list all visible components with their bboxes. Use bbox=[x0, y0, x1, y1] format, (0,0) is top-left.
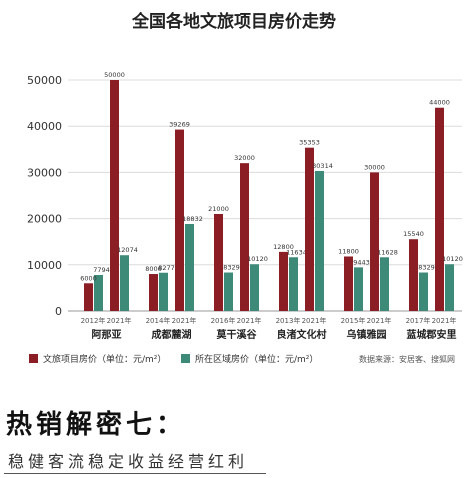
group-label: 乌镇雅园 bbox=[347, 328, 387, 341]
group-label: 阿那亚 bbox=[92, 329, 122, 341]
bar-project bbox=[370, 172, 379, 311]
bar-area bbox=[445, 264, 454, 311]
data-label-project: 6000 bbox=[80, 274, 97, 282]
data-label-area: 8329 bbox=[223, 264, 240, 272]
bar-area bbox=[289, 257, 298, 311]
data-label-area: 10120 bbox=[442, 255, 463, 263]
year-label: 2021年 bbox=[432, 316, 457, 325]
data-label-project: 39269 bbox=[169, 121, 190, 129]
group-label: 良渚文化村 bbox=[277, 328, 327, 341]
data-label-project: 30000 bbox=[364, 163, 385, 171]
data-label-area: 10120 bbox=[247, 255, 268, 263]
data-label-area: 11634 bbox=[286, 248, 307, 256]
bar-project bbox=[110, 80, 119, 311]
y-tick-label: 10000 bbox=[27, 259, 62, 272]
section-subheading: 稳健客流稳定收益经营红利 bbox=[8, 452, 249, 471]
source-note: 数据来源：安居客、搜狐网 bbox=[359, 354, 455, 364]
bar-area bbox=[224, 272, 233, 311]
data-label-project: 21000 bbox=[208, 205, 229, 213]
year-label: 2012年 bbox=[81, 316, 106, 325]
bar-project bbox=[305, 147, 314, 311]
data-label-project: 12800 bbox=[273, 243, 294, 251]
year-label: 2021年 bbox=[172, 316, 197, 325]
bar-project bbox=[214, 213, 223, 311]
bar-project bbox=[279, 251, 288, 311]
group-label: 莫干溪谷 bbox=[216, 328, 258, 341]
bar-area bbox=[94, 274, 103, 311]
year-label: 2021年 bbox=[237, 316, 262, 325]
bar-project bbox=[435, 107, 444, 311]
bar-area bbox=[419, 272, 428, 311]
data-label-project: 35353 bbox=[299, 139, 320, 147]
section-heading: 热销解密七： bbox=[6, 410, 187, 440]
data-label-area: 8329 bbox=[418, 264, 435, 272]
bar-area bbox=[159, 272, 168, 311]
data-label-area: 8277 bbox=[158, 264, 175, 272]
year-label: 2015年 bbox=[341, 316, 366, 325]
bar-area bbox=[380, 257, 389, 311]
legend-label-area: 所在区域房价（单位：元/m²） bbox=[195, 353, 318, 365]
data-label-project: 50000 bbox=[104, 71, 125, 79]
year-label: 2014年 bbox=[146, 316, 171, 325]
data-label-area: 18832 bbox=[182, 215, 203, 223]
chart-title: 全国各地文旅项目房价走势 bbox=[131, 11, 336, 32]
data-label-area: 30314 bbox=[312, 162, 333, 170]
data-label-area: 11628 bbox=[377, 248, 398, 256]
group-label: 成都麓湖 bbox=[152, 328, 192, 341]
bar-project bbox=[149, 274, 158, 311]
price-trend-chart: 全国各地文旅项目房价走势 0 10000 20000 30000 40000 50000 60… bbox=[27, 11, 463, 365]
data-label-area: 12074 bbox=[117, 246, 138, 254]
bar-project bbox=[175, 129, 184, 311]
bar-area bbox=[315, 170, 324, 311]
year-label: 2021年 bbox=[367, 316, 392, 325]
legend-swatch-area bbox=[181, 354, 190, 363]
data-label-project: 8006 bbox=[145, 265, 162, 273]
data-label-area: 9443 bbox=[353, 258, 370, 266]
y-tick-label: 50000 bbox=[27, 74, 62, 87]
year-label: 2021年 bbox=[302, 316, 327, 325]
bar-project bbox=[84, 283, 93, 311]
chart-svg: 全国各地文旅项目房价走势 0 10000 20000 30000 40000 50000 60… bbox=[27, 11, 463, 365]
bar-project bbox=[409, 239, 418, 311]
y-tick-label: 40000 bbox=[27, 120, 62, 133]
bar-area bbox=[185, 223, 194, 311]
subheading-underline bbox=[4, 473, 266, 474]
bar-area bbox=[250, 264, 259, 311]
data-label-project: 44000 bbox=[429, 99, 450, 107]
group-label: 蓝城郡安里 bbox=[407, 328, 457, 341]
y-tick-label: 0 bbox=[55, 305, 62, 318]
y-tick-label: 30000 bbox=[27, 166, 62, 179]
data-label-project: 11800 bbox=[338, 247, 359, 255]
bar-area bbox=[120, 255, 129, 311]
data-label-project: 32000 bbox=[234, 154, 255, 162]
year-label: 2016年 bbox=[211, 316, 236, 325]
year-label: 2017年 bbox=[406, 316, 431, 325]
bar-project bbox=[240, 163, 249, 311]
bar-project bbox=[344, 256, 353, 311]
year-label: 2021年 bbox=[107, 316, 132, 325]
data-label-project: 15540 bbox=[403, 230, 424, 238]
legend-swatch-project bbox=[29, 354, 38, 363]
data-label-area: 7794 bbox=[93, 266, 110, 274]
y-tick-label: 20000 bbox=[27, 213, 62, 226]
legend-label-project: 文旅项目房价（单位：元/m²） bbox=[43, 353, 166, 365]
bar-area bbox=[354, 267, 363, 311]
year-label: 2013年 bbox=[276, 316, 301, 325]
